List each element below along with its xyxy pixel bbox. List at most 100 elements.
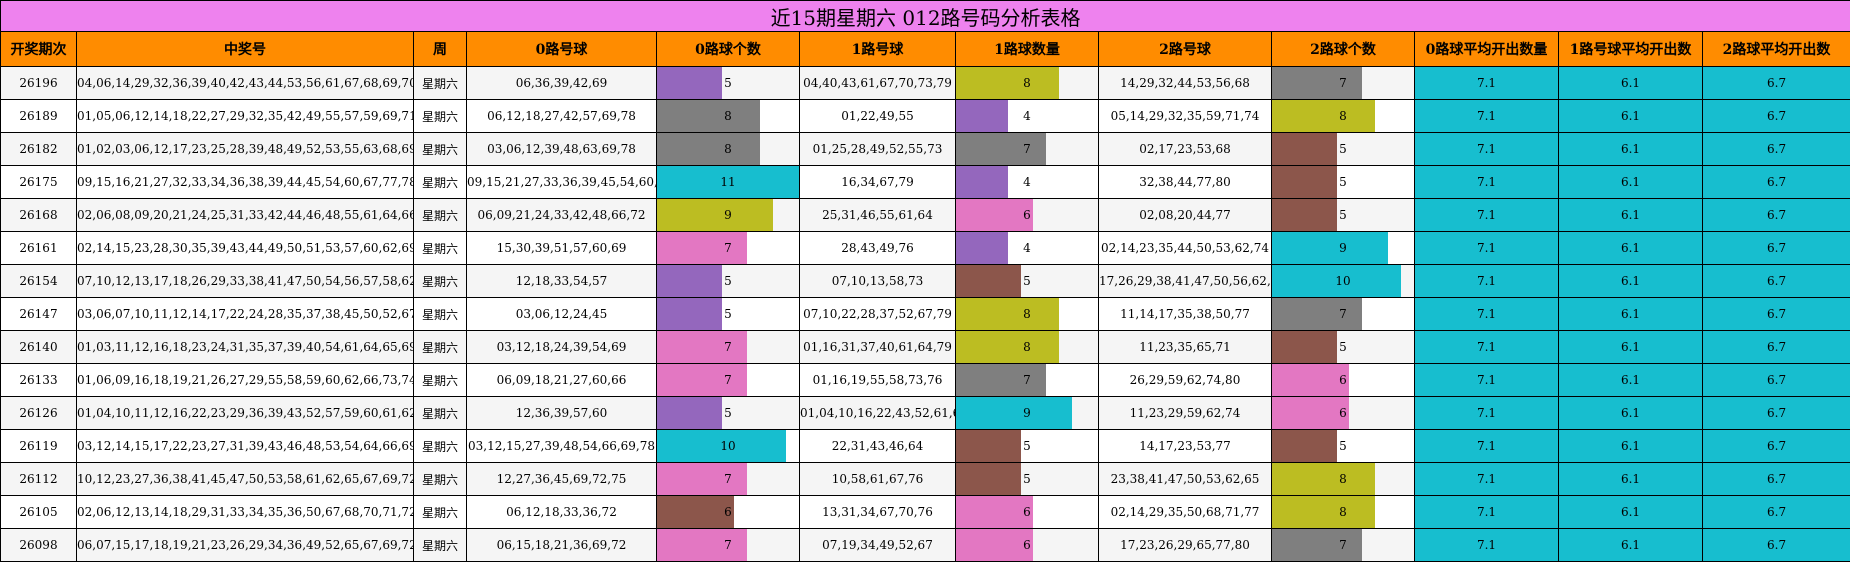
period-cell: 26112 [0,462,77,496]
road2-count-cell-bar [1272,100,1376,132]
road0-count-cell-label: 7 [724,538,732,552]
road2-count-cell: 7 [1271,66,1415,100]
road1-count-cell: 6 [955,198,1099,232]
road2-count-cell: 5 [1271,198,1415,232]
road0-balls-cell: 06,12,18,27,42,57,69,78 [466,99,657,133]
road2-balls-cell: 05,14,29,32,35,59,71,74 [1098,99,1272,133]
road2-avg-cell: 6.7 [1701,528,1850,562]
numbers-cell: 03,06,07,10,11,12,14,17,22,24,28,35,37,3… [76,297,414,331]
road0-count-cell-label: 7 [724,241,732,255]
road1-count-cell: 5 [955,429,1099,463]
road1-count-cell-label: 9 [1023,406,1031,420]
road1-count-cell: 6 [955,528,1099,562]
table-row: 26182 01,02,03,06,12,17,23,25,28,39,48,49… [0,132,1850,166]
table-row: 26168 02,06,08,09,20,21,24,25,31,33,42,44… [0,198,1850,232]
road2-count-cell: 5 [1271,132,1415,166]
road2-count-cell: 7 [1271,297,1415,331]
road1-count-cell: 5 [955,264,1099,298]
road1-count-cell-label: 8 [1023,307,1031,321]
road1-count-cell: 8 [955,330,1099,364]
road0-count-cell: 7 [656,462,800,496]
road0-avg-cell: 7.1 [1414,330,1559,364]
numbers-cell: 02,06,08,09,20,21,24,25,31,33,42,44,46,4… [76,198,414,232]
road2-count-cell: 8 [1271,495,1415,529]
road0-balls-cell: 06,36,39,42,69 [466,66,657,100]
road2-count-cell: 6 [1271,396,1415,430]
road2-count-cell-bar [1272,463,1376,495]
road1-avg-cell: 6.1 [1558,99,1703,133]
road1-avg-cell: 6.1 [1558,495,1703,529]
road0-balls-cell: 12,18,33,54,57 [466,264,657,298]
header-numbers: 中奖号 [76,31,414,67]
week-cell: 星期六 [413,99,467,133]
road0-balls-cell: 06,15,18,21,36,69,72 [466,528,657,562]
road1-balls-cell: 16,34,67,79 [799,165,956,199]
road0-count-cell: 10 [656,429,800,463]
period-cell: 26119 [0,429,77,463]
road1-count-cell-label: 5 [1023,274,1031,288]
road2-count-cell-label: 5 [1339,142,1347,156]
road1-avg-cell: 6.1 [1558,231,1703,265]
road0-count-cell: 7 [656,363,800,397]
road0-count-cell: 7 [656,528,800,562]
numbers-cell: 01,04,10,11,12,16,22,23,29,36,39,43,52,5… [76,396,414,430]
road0-count-cell-bar [657,166,799,198]
road2-balls-cell: 14,17,23,53,77 [1098,429,1272,463]
road2-count-cell-bar [1272,166,1337,198]
road1-avg-cell: 6.1 [1558,363,1703,397]
road2-balls-cell: 14,29,32,44,53,56,68 [1098,66,1272,100]
road1-avg-cell: 6.1 [1558,396,1703,430]
road0-balls-cell: 03,06,12,24,45 [466,297,657,331]
header-road2-count: 2路球个数 [1271,31,1415,67]
road1-count-cell-label: 7 [1023,142,1031,156]
road2-balls-cell: 02,14,23,35,44,50,53,62,74 [1098,231,1272,265]
road1-count-cell: 4 [955,165,1099,199]
road0-count-cell: 5 [656,66,800,100]
road2-count-cell-bar [1272,265,1402,297]
week-cell: 星期六 [413,165,467,199]
road2-count-cell-bar [1272,232,1389,264]
week-cell: 星期六 [413,198,467,232]
road1-balls-cell: 01,16,19,55,58,73,76 [799,363,956,397]
road1-count-cell-bar [956,529,1034,561]
road0-count-cell-label: 10 [720,439,736,453]
table-body: 26196 04,06,14,29,32,36,39,40,42,43,44,53… [0,66,1850,562]
road1-count-cell-bar [956,133,1047,165]
road2-count-cell-bar [1272,397,1350,429]
road1-count-cell-bar [956,298,1060,330]
table-row: 26119 03,12,14,15,17,22,23,27,31,39,43,46… [0,429,1850,463]
road2-count-cell-bar [1272,496,1376,528]
table-row: 26126 01,04,10,11,12,16,22,23,29,36,39,43… [0,396,1850,430]
road1-count-cell-bar [956,496,1034,528]
road1-avg-cell: 6.1 [1558,66,1703,100]
road1-balls-cell: 22,31,43,46,64 [799,429,956,463]
numbers-cell: 01,03,11,12,16,18,23,24,31,35,37,39,40,5… [76,330,414,364]
road2-count-cell: 5 [1271,330,1415,364]
road0-count-cell: 5 [656,396,800,430]
road0-count-cell-label: 5 [724,307,732,321]
road2-balls-cell: 32,38,44,77,80 [1098,165,1272,199]
road2-count-cell: 7 [1271,528,1415,562]
table-row: 26133 01,06,09,16,18,19,21,26,27,29,55,58… [0,363,1850,397]
road1-balls-cell: 07,19,34,49,52,67 [799,528,956,562]
road2-count-cell: 8 [1271,462,1415,496]
road2-avg-cell: 6.7 [1701,165,1850,199]
road2-balls-cell: 26,29,59,62,74,80 [1098,363,1272,397]
week-cell: 星期六 [413,462,467,496]
road2-count-cell-label: 5 [1339,439,1347,453]
road0-count-cell-bar [657,397,722,429]
road2-count-cell-bar [1272,430,1337,462]
week-cell: 星期六 [413,528,467,562]
road1-balls-cell: 01,25,28,49,52,55,73 [799,132,956,166]
road2-avg-cell: 6.7 [1701,132,1850,166]
road1-count-cell: 7 [955,363,1099,397]
road1-balls-cell: 07,10,13,58,73 [799,264,956,298]
road0-balls-cell: 15,30,39,51,57,60,69 [466,231,657,265]
road2-count-cell-bar [1272,199,1337,231]
road0-count-cell-bar [657,100,761,132]
road2-count-cell-bar [1272,529,1363,561]
road1-count-cell-bar [956,331,1060,363]
road1-count-cell-bar [956,430,1021,462]
road1-count-cell-label: 6 [1023,208,1031,222]
